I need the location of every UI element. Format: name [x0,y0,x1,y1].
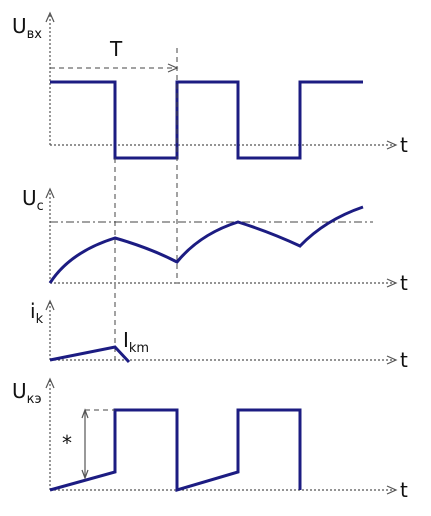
axis-arrow [45,299,55,311]
label-subscript: km [129,341,149,356]
axis-arrow [45,187,55,199]
label-subscript: c [37,199,44,214]
time-label: t [400,133,408,157]
panel-input: Uвх t T [12,11,408,160]
label: U [12,379,27,403]
axis-arrow [386,278,398,288]
label: U [22,186,37,210]
charge-curve [48,205,364,284]
collector-wave [49,408,302,493]
time-label: t [400,478,408,502]
label-subscript: k [36,312,44,327]
peak-label: Ikm [123,328,149,356]
axis-label: Uвх [12,14,42,42]
panel-capacitor: Uc t [22,186,408,295]
axis-arrow [45,377,55,389]
axis-arrow [386,355,398,365]
panel-current: ik t Ikm [30,299,408,372]
axis-arrow [45,11,55,23]
label-subscript: вх [27,27,43,42]
square-wave [50,80,363,160]
marker: * [62,431,72,455]
axis-label: Uc [22,186,44,214]
label-subscript: кэ [27,392,42,407]
label: U [12,14,27,38]
time-label: t [400,348,408,372]
period-label: T [109,37,123,61]
panel-collector: Uкэ t * [12,377,408,502]
axis-arrow [386,485,398,495]
label: i [30,299,36,323]
label: I [123,328,129,352]
axis-arrow [386,140,398,150]
axis-label: Uкэ [12,379,42,407]
axis-label: ik [30,299,44,327]
time-label: t [400,271,408,295]
current-wave [49,345,131,364]
